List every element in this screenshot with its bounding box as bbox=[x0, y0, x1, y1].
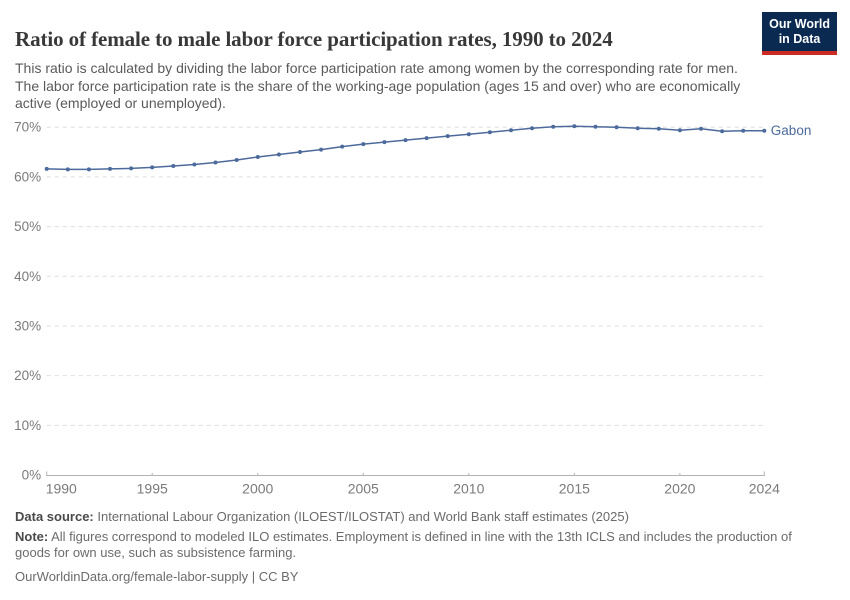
x-tick-label-2020: 2020 bbox=[664, 481, 695, 497]
citation-link[interactable]: OurWorldinData.org/female-labor-supply |… bbox=[15, 568, 299, 584]
page-title: Ratio of female to male labor force part… bbox=[15, 27, 613, 52]
data-point-gabon-1999 bbox=[234, 158, 239, 162]
data-point-gabon-2013 bbox=[530, 126, 535, 131]
y-tick-label-20: 20% bbox=[14, 368, 41, 383]
data-point-gabon-2006 bbox=[382, 140, 387, 145]
line-chart-svg[interactable]: 0% 10% 20% 30% 40% 50% 60% 70% 1990 1995 2000 2005 2… bbox=[0, 0, 850, 510]
data-point-gabon-2002 bbox=[298, 150, 302, 154]
data-point-gabon-2009 bbox=[445, 134, 450, 139]
data-point-gabon-2017 bbox=[614, 125, 619, 130]
owid-logo-line2: in Data bbox=[778, 32, 821, 46]
y-tick-label-10: 10% bbox=[14, 418, 41, 433]
data-point-gabon-2022 bbox=[720, 129, 725, 134]
data-point-gabon-2021 bbox=[699, 126, 703, 131]
owid-logo[interactable]: Our World in Data bbox=[762, 12, 837, 55]
data-point-gabon-1995 bbox=[150, 165, 155, 170]
data-point-gabon-1993 bbox=[108, 166, 112, 171]
data-point-gabon-2008 bbox=[424, 136, 429, 141]
y-tick-label-30: 30% bbox=[14, 318, 41, 333]
data-point-gabon-2007 bbox=[403, 138, 408, 143]
y-tick-label-0: 0% bbox=[22, 468, 42, 483]
data-point-gabon-1997 bbox=[192, 162, 197, 167]
note-label: Note: bbox=[15, 528, 49, 544]
data-point-gabon-2010 bbox=[466, 132, 471, 137]
entity-label-gabon[interactable]: Gabon bbox=[771, 123, 812, 138]
data-point-gabon-2015 bbox=[572, 124, 577, 129]
data-point-gabon-2018 bbox=[635, 126, 640, 131]
note-row: Note: All figures correspond to modeled … bbox=[15, 529, 827, 562]
data-point-gabon-2020 bbox=[677, 128, 682, 133]
data-point-gabon-2016 bbox=[593, 124, 598, 129]
data-point-gabon-2000 bbox=[255, 155, 260, 159]
x-tick-label-1990: 1990 bbox=[46, 481, 77, 497]
data-point-gabon-1998 bbox=[213, 160, 218, 165]
line-chart[interactable]: 0% 10% 20% 30% 40% 50% 60% 70% 1990 1995 2000 2005 2… bbox=[0, 0, 850, 510]
y-tick-label-60: 60% bbox=[14, 169, 41, 184]
data-point-gabon-1994 bbox=[129, 166, 134, 171]
note-text: All figures correspond to modeled ILO es… bbox=[15, 528, 792, 561]
data-point-gabon-2023 bbox=[741, 128, 746, 133]
y-tick-label-40: 40% bbox=[14, 269, 41, 284]
x-tick-label-2024: 2024 bbox=[749, 481, 780, 497]
data-point-gabon-2011 bbox=[487, 130, 492, 135]
data-point-gabon-2004 bbox=[340, 144, 345, 149]
owid-logo-line1: Our World bbox=[769, 17, 830, 31]
data-point-gabon-2001 bbox=[276, 152, 281, 157]
data-point-gabon-1991 bbox=[65, 167, 70, 172]
data-point-gabon-2019 bbox=[656, 126, 661, 131]
y-tick-label-50: 50% bbox=[14, 219, 41, 234]
data-point-gabon-2014 bbox=[551, 124, 556, 129]
chart-footer: Data source: International Labour Organi… bbox=[15, 509, 827, 585]
data-point-gabon-2012 bbox=[509, 128, 513, 133]
data-point-gabon-2005 bbox=[361, 142, 366, 147]
data-source-label: Data source: bbox=[15, 509, 94, 524]
x-tick-label-2000: 2000 bbox=[242, 481, 273, 497]
data-point-gabon-2003 bbox=[319, 147, 324, 152]
data-point-gabon-1992 bbox=[86, 167, 91, 172]
data-source-text: International Labour Organization (ILOES… bbox=[93, 509, 629, 524]
series-line-gabon[interactable] bbox=[46, 125, 765, 171]
data-point-gabon-2024 bbox=[762, 128, 767, 133]
data-point-gabon-1990 bbox=[44, 166, 49, 171]
x-tick-label-2015: 2015 bbox=[559, 481, 590, 497]
x-tick-label-2010: 2010 bbox=[453, 481, 484, 497]
data-point-gabon-1996 bbox=[171, 164, 176, 168]
x-tick-label-2005: 2005 bbox=[348, 481, 379, 497]
data-source-row: Data source: International Labour Organi… bbox=[15, 509, 827, 526]
x-tick-label-1995: 1995 bbox=[137, 481, 168, 497]
chart-subtitle: This ratio is calculated by dividing the… bbox=[15, 60, 741, 111]
y-tick-label-70: 70% bbox=[14, 120, 41, 135]
